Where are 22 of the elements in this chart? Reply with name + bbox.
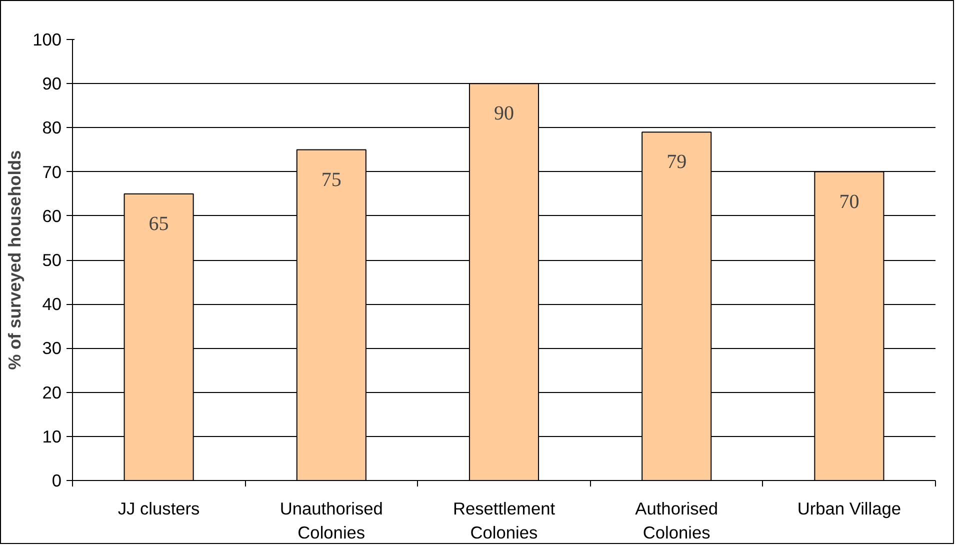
x-tick-label: Unauthorised Colonies bbox=[280, 498, 383, 542]
y-tick-label: 70 bbox=[42, 162, 62, 182]
y-tick-label: 100 bbox=[32, 30, 62, 50]
data-label: 70 bbox=[839, 190, 860, 213]
data-label: 65 bbox=[148, 212, 169, 235]
y-tick-label: 40 bbox=[42, 294, 62, 314]
x-tick-label: Urban Village bbox=[797, 498, 902, 518]
x-tick-label: JJ clusters bbox=[118, 498, 200, 518]
y-tick-label: 50 bbox=[42, 250, 62, 270]
y-tick-label: 60 bbox=[42, 206, 62, 226]
y-tick-label: 10 bbox=[42, 426, 62, 446]
data-label: 75 bbox=[321, 168, 342, 191]
data-label: 79 bbox=[666, 151, 687, 174]
y-tick-label: 30 bbox=[42, 338, 62, 358]
y-tick-label: 80 bbox=[42, 118, 62, 138]
data-label: 90 bbox=[494, 102, 514, 125]
y-axis-title: % of surveyed households bbox=[4, 150, 25, 370]
y-tick-label: 90 bbox=[42, 74, 62, 94]
x-tick-label: Resettlement Colonies bbox=[452, 498, 556, 542]
y-tick-label: 20 bbox=[42, 382, 62, 402]
x-tick-label: Authorised Colonies bbox=[635, 498, 718, 542]
y-tick-label: 0 bbox=[52, 470, 62, 490]
